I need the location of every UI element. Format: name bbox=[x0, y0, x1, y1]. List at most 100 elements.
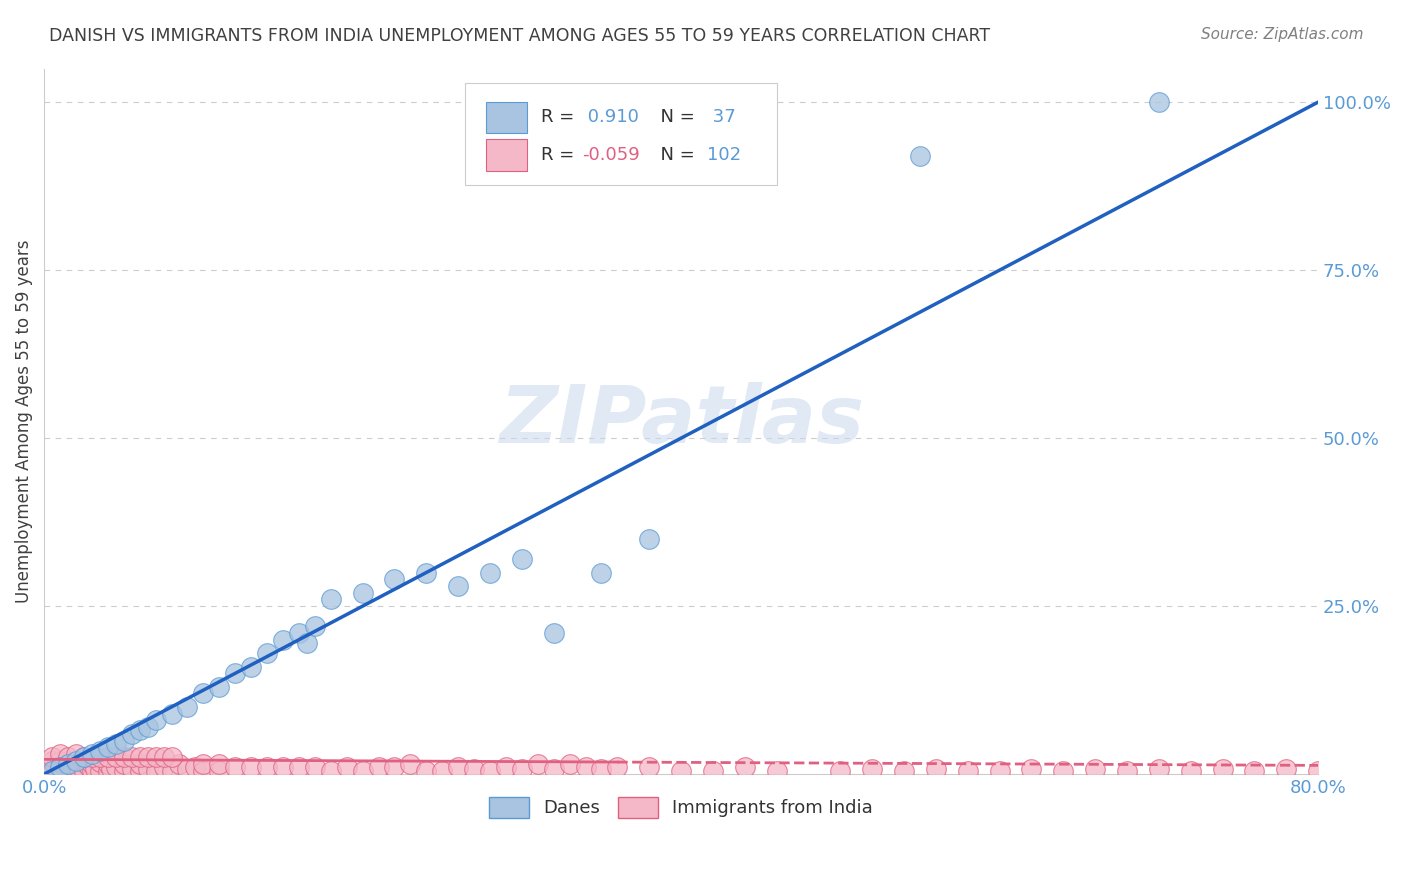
Point bbox=[52, 757, 75, 772]
Point bbox=[77, 760, 100, 774]
Point bbox=[638, 760, 661, 774]
Point bbox=[1147, 762, 1170, 776]
Text: 37: 37 bbox=[707, 108, 735, 126]
Point bbox=[49, 764, 72, 778]
Point bbox=[97, 740, 120, 755]
Point bbox=[510, 552, 533, 566]
Point bbox=[145, 764, 167, 778]
Point bbox=[1021, 762, 1043, 776]
Point bbox=[65, 757, 87, 772]
Point bbox=[367, 760, 389, 774]
Point bbox=[80, 757, 103, 772]
Point bbox=[860, 762, 883, 776]
Point bbox=[240, 760, 263, 774]
Point bbox=[558, 757, 581, 772]
Point bbox=[479, 566, 502, 580]
Point bbox=[73, 755, 96, 769]
Point bbox=[56, 757, 79, 772]
Point bbox=[830, 764, 852, 778]
Point bbox=[84, 762, 107, 776]
Point bbox=[908, 149, 931, 163]
Point bbox=[136, 750, 159, 764]
Point bbox=[100, 762, 122, 776]
Point bbox=[304, 619, 326, 633]
Point bbox=[415, 764, 437, 778]
Point bbox=[152, 760, 174, 774]
Point bbox=[256, 760, 278, 774]
Point bbox=[80, 747, 103, 761]
Point bbox=[240, 659, 263, 673]
Point bbox=[447, 760, 470, 774]
Text: -0.059: -0.059 bbox=[582, 145, 640, 163]
FancyBboxPatch shape bbox=[464, 83, 776, 185]
Point bbox=[112, 733, 135, 747]
Point bbox=[112, 757, 135, 772]
Point bbox=[49, 754, 72, 768]
Point bbox=[97, 757, 120, 772]
Point bbox=[304, 760, 326, 774]
Point bbox=[80, 764, 103, 778]
Point bbox=[925, 762, 948, 776]
Point bbox=[49, 747, 72, 761]
Point bbox=[1084, 762, 1107, 776]
Point bbox=[638, 532, 661, 546]
Point bbox=[152, 750, 174, 764]
Point bbox=[67, 762, 90, 776]
Point bbox=[65, 754, 87, 768]
Point bbox=[128, 757, 150, 772]
Point bbox=[432, 764, 454, 778]
Point bbox=[893, 764, 915, 778]
Point bbox=[606, 760, 628, 774]
Point bbox=[1180, 764, 1202, 778]
Point bbox=[73, 764, 96, 778]
Point bbox=[208, 680, 231, 694]
Point bbox=[41, 750, 63, 764]
Point bbox=[145, 750, 167, 764]
Point bbox=[184, 760, 207, 774]
Point bbox=[574, 760, 596, 774]
Text: N =: N = bbox=[650, 108, 700, 126]
Point bbox=[1116, 764, 1139, 778]
Point bbox=[65, 747, 87, 761]
Point bbox=[336, 760, 359, 774]
Text: 0.910: 0.910 bbox=[582, 108, 638, 126]
Point bbox=[121, 762, 143, 776]
Point bbox=[128, 764, 150, 778]
Point bbox=[319, 592, 342, 607]
Point bbox=[89, 750, 111, 764]
Point bbox=[65, 764, 87, 778]
Point bbox=[319, 764, 342, 778]
Point bbox=[193, 757, 215, 772]
Point bbox=[145, 714, 167, 728]
Point bbox=[89, 755, 111, 769]
Point bbox=[479, 764, 502, 778]
Text: ZIPatlas: ZIPatlas bbox=[499, 383, 863, 460]
Point bbox=[543, 762, 565, 776]
Point bbox=[591, 566, 613, 580]
Point bbox=[224, 666, 246, 681]
Point bbox=[510, 762, 533, 776]
Point bbox=[97, 764, 120, 778]
Point bbox=[463, 762, 485, 776]
Point bbox=[447, 579, 470, 593]
Point bbox=[1147, 95, 1170, 109]
Point bbox=[271, 760, 294, 774]
Point bbox=[89, 764, 111, 778]
FancyBboxPatch shape bbox=[486, 102, 527, 134]
Point bbox=[288, 760, 311, 774]
Text: Source: ZipAtlas.com: Source: ZipAtlas.com bbox=[1201, 27, 1364, 42]
Point bbox=[956, 764, 979, 778]
Text: R =: R = bbox=[541, 108, 581, 126]
Point bbox=[41, 754, 63, 768]
Point bbox=[44, 760, 66, 774]
Point bbox=[73, 750, 96, 764]
Point bbox=[1243, 764, 1265, 778]
Point bbox=[56, 764, 79, 778]
Point bbox=[352, 585, 374, 599]
Point bbox=[1212, 762, 1234, 776]
Text: 102: 102 bbox=[707, 145, 741, 163]
Point bbox=[1308, 764, 1330, 778]
Point bbox=[121, 727, 143, 741]
Point bbox=[765, 764, 787, 778]
Point bbox=[295, 636, 318, 650]
